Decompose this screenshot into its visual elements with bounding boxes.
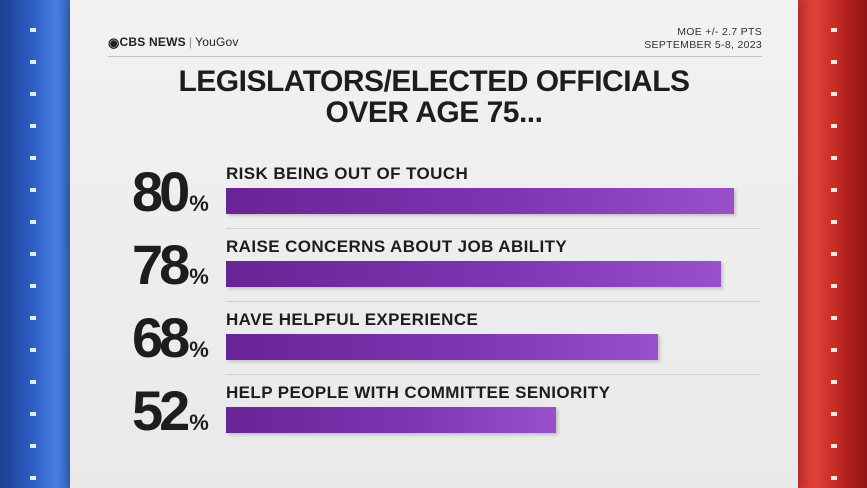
blue-side-stripe: [0, 0, 80, 488]
percent-value: 52: [132, 379, 190, 442]
bar-row: 78% RAISE CONCERNS ABOUT JOB ABILITY: [70, 233, 798, 305]
chart-title-line: LEGISLATORS/ELECTED OFFICIALS: [178, 65, 690, 98]
category-label: HAVE HELPFUL EXPERIENCE: [226, 310, 479, 329]
bar: [226, 334, 658, 360]
percent-sign: %: [189, 410, 209, 435]
brand-separator: |: [188, 35, 193, 49]
brand-network: CBS NEWS: [119, 35, 186, 49]
bar-row: 52% HELP PEOPLE WITH COMMITTEE SENIORITY: [70, 379, 798, 451]
bar-row: 80% RISK BEING OUT OF TOUCH: [70, 160, 798, 232]
percent-value: 80: [132, 160, 190, 223]
percent-sign: %: [189, 264, 209, 289]
percent-value: 68: [132, 306, 190, 369]
percent-label: 68%: [132, 308, 224, 368]
margin-of-error: MOE +/- 2.7 PTS: [677, 26, 762, 38]
percent-label: 52%: [132, 381, 224, 441]
percent-value: 78: [132, 233, 190, 296]
percent-label: 80%: [132, 162, 224, 222]
poll-meta: MOE +/- 2.7 PTS SEPTEMBER 5-8, 2023: [644, 26, 762, 52]
bar-row: 68% HAVE HELPFUL EXPERIENCE: [70, 306, 798, 378]
percent-sign: %: [189, 191, 209, 216]
percent-label: 78%: [132, 235, 224, 295]
poll-dates: SEPTEMBER 5-8, 2023: [644, 39, 762, 51]
chart-title-line: OVER AGE 75...: [325, 96, 543, 129]
percent-sign: %: [189, 337, 209, 362]
chart-title: LEGISLATORS/ELECTED OFFICIALS OVER AGE 7…: [70, 66, 798, 128]
red-side-stripe: [787, 0, 867, 488]
category-label: HELP PEOPLE WITH COMMITTEE SENIORITY: [226, 383, 611, 402]
row-divider: [226, 374, 760, 375]
row-divider: [226, 228, 760, 229]
graphic-panel: ◉CBS NEWS | YouGov MOE +/- 2.7 PTS SEPTEMB…: [70, 0, 798, 488]
header-rule: [108, 56, 762, 57]
bar: [226, 188, 734, 214]
cbs-eye-icon: ◉: [108, 35, 120, 50]
stripe-lights: [831, 0, 837, 488]
brand-partner: YouGov: [195, 35, 239, 49]
bar: [226, 261, 722, 287]
stripe-lights: [30, 0, 36, 488]
row-divider: [226, 301, 760, 302]
bar: [226, 407, 557, 433]
category-label: RAISE CONCERNS ABOUT JOB ABILITY: [226, 237, 568, 256]
category-label: RISK BEING OUT OF TOUCH: [226, 164, 469, 183]
brand-logo: ◉CBS NEWS | YouGov: [108, 35, 239, 51]
